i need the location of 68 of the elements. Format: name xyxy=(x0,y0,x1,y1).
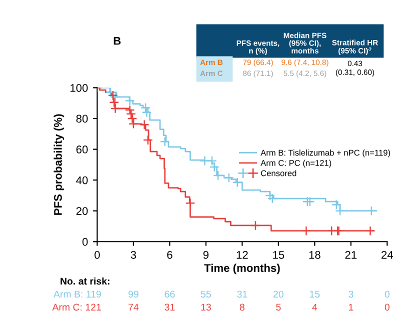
point xyxy=(160,136,170,147)
point xyxy=(200,156,210,166)
text: 3 xyxy=(348,290,354,298)
y-axis-title: PFS probability (%) xyxy=(54,114,64,215)
legend-label: Arm B: Tislelizumab + nPC (n=119) xyxy=(260,150,390,158)
text: 31 xyxy=(164,304,175,311)
text: 66 xyxy=(164,290,175,298)
x-tick-label: 21 xyxy=(345,250,357,259)
y-tick-label: 80 xyxy=(76,114,88,123)
y-tick-label: 60 xyxy=(76,146,88,154)
legend-label: Arm C: PC (n=121) xyxy=(260,160,332,168)
chart-title: B xyxy=(114,37,121,45)
y-tick-label: 40 xyxy=(76,176,88,184)
point xyxy=(213,170,224,180)
point xyxy=(110,103,120,114)
point xyxy=(209,162,220,172)
point xyxy=(128,118,138,129)
point xyxy=(232,177,242,188)
x-tick-label: 3 xyxy=(130,250,136,259)
x-tick-label: 15 xyxy=(273,251,284,259)
text: 1 xyxy=(348,304,354,311)
point xyxy=(110,92,120,102)
text: 55 xyxy=(200,290,211,298)
point xyxy=(139,120,150,130)
text: 4 xyxy=(312,304,318,311)
x-axis-title: Time (months) xyxy=(204,264,280,274)
point xyxy=(304,196,315,207)
text: 15 xyxy=(310,290,320,298)
x-tick-label: 18 xyxy=(309,250,320,259)
text: No. at risk: xyxy=(60,277,110,285)
point xyxy=(366,206,376,216)
x-tick-label: 6 xyxy=(167,250,172,259)
x-tick-label: 24 xyxy=(382,250,394,259)
point xyxy=(124,96,135,106)
legend-label: Censored xyxy=(260,170,296,176)
x-tick-label: 12 xyxy=(236,250,248,259)
text: 5 xyxy=(276,304,281,311)
y-tick-label: 20 xyxy=(76,207,88,215)
point xyxy=(142,135,153,146)
text: Arm C: 121 xyxy=(52,304,101,311)
text: 0 xyxy=(384,290,390,298)
point xyxy=(142,107,152,118)
text: Arm B: 119 xyxy=(54,290,101,298)
text: 99 xyxy=(128,290,138,298)
text: 0 xyxy=(384,304,390,311)
point xyxy=(331,200,342,210)
point xyxy=(127,113,138,124)
point xyxy=(301,226,312,236)
x-tick-label: 0 xyxy=(94,250,100,259)
text: 8 xyxy=(240,304,244,311)
point xyxy=(335,206,346,216)
point xyxy=(108,90,118,100)
y-tick-label: 0 xyxy=(82,238,88,246)
x-tick-label: 9 xyxy=(203,250,208,259)
point xyxy=(105,88,116,98)
point xyxy=(140,102,151,113)
text: 31 xyxy=(237,290,248,298)
point xyxy=(109,97,120,108)
point xyxy=(264,190,275,200)
point xyxy=(365,226,376,236)
y-tick-label: 100 xyxy=(70,84,88,92)
point xyxy=(250,220,260,230)
text: 74 xyxy=(128,304,139,311)
point xyxy=(185,198,196,208)
point xyxy=(267,194,278,204)
text: 13 xyxy=(201,304,211,311)
point xyxy=(206,156,217,166)
text: 20 xyxy=(274,290,284,298)
